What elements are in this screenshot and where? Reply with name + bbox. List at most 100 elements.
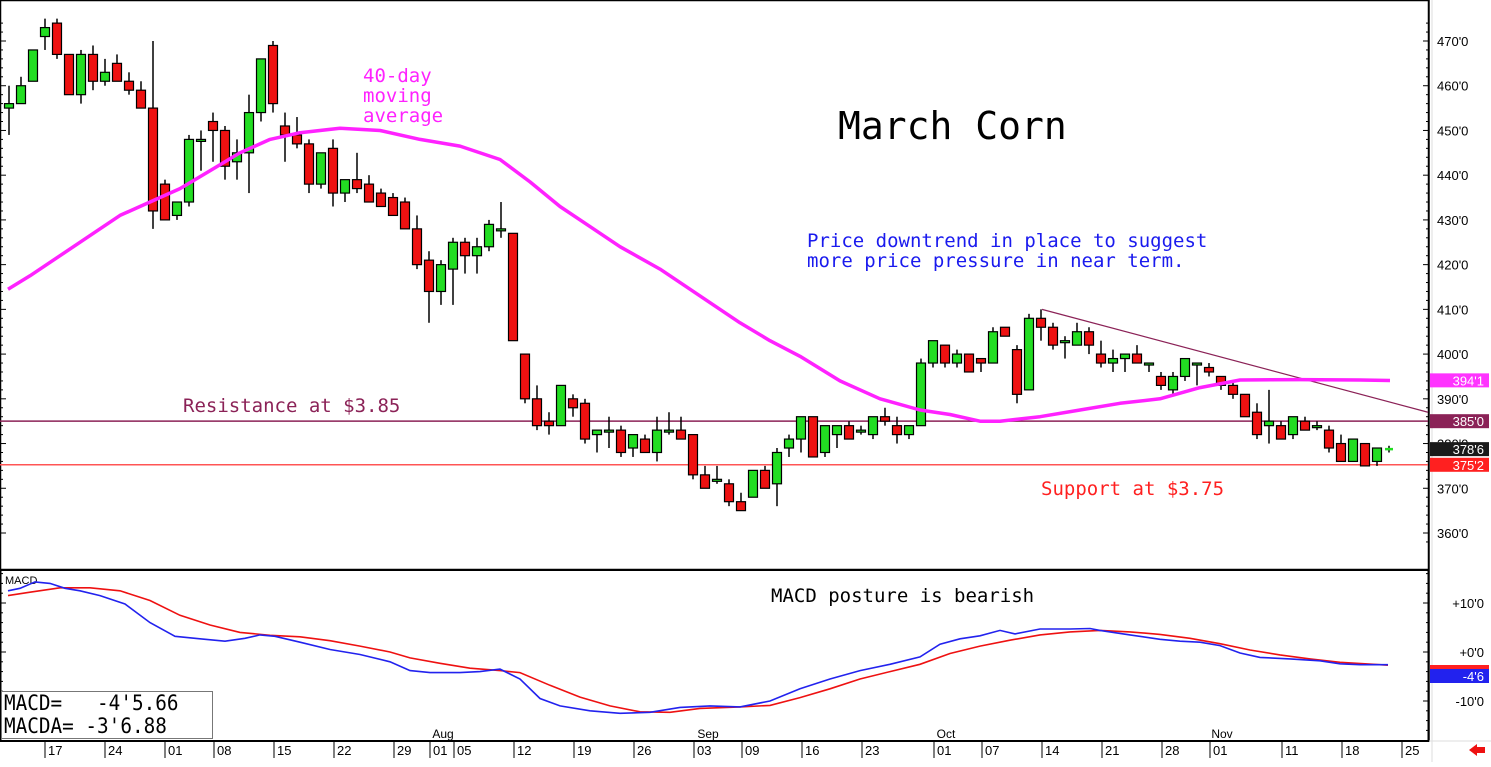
date-tick-label: 09 xyxy=(745,743,759,758)
date-tick-label: 29 xyxy=(397,743,411,758)
candle xyxy=(567,394,579,417)
candle xyxy=(423,251,435,323)
candle xyxy=(891,416,903,444)
candle xyxy=(771,448,783,507)
candle xyxy=(1131,345,1143,364)
price-tick-label: 450'0 xyxy=(1437,123,1468,138)
candle xyxy=(1239,393,1251,418)
candle xyxy=(459,237,471,274)
candle xyxy=(447,237,459,305)
macd-panel-frame xyxy=(0,569,1430,742)
macd-signal-line xyxy=(7,586,1389,714)
candle xyxy=(543,412,555,435)
price-tick-label: 360'0 xyxy=(1437,526,1468,541)
price-tick-label: 430'0 xyxy=(1437,213,1468,228)
candle xyxy=(603,416,615,449)
chart-title: March Corn xyxy=(838,104,1067,148)
right-axis-ticks xyxy=(1423,22,1429,731)
macd-axis-labels: +10'0 +0'0 -10'0 -4'6 xyxy=(1430,596,1489,709)
date-tick-label: 16 xyxy=(805,743,819,758)
candle xyxy=(483,219,495,252)
candle xyxy=(1299,416,1311,431)
candle xyxy=(927,340,939,368)
date-tick-label: 01 xyxy=(433,743,447,758)
price-tick-label: 470'0 xyxy=(1437,34,1468,49)
resistance-label: Resistance at $3.85 xyxy=(183,395,400,417)
candle xyxy=(87,45,99,91)
candle xyxy=(159,179,171,221)
scroll-left-arrow-icon[interactable] xyxy=(1469,744,1485,756)
candle xyxy=(951,349,963,368)
candle xyxy=(51,18,63,59)
price-tick-label: 370'0 xyxy=(1437,481,1468,496)
candle xyxy=(255,58,267,122)
candle xyxy=(75,49,87,104)
date-tick-label: 18 xyxy=(1345,743,1359,758)
ma-label-line-1: 40-day xyxy=(363,65,432,87)
candle xyxy=(639,434,651,454)
date-tick-label: 24 xyxy=(108,743,122,758)
price-tick-label: 400'0 xyxy=(1437,347,1468,362)
candle xyxy=(1143,362,1155,372)
macd-tick-label: +10'0 xyxy=(1452,596,1484,611)
candle xyxy=(1023,313,1035,391)
candle xyxy=(507,232,519,342)
candle xyxy=(531,385,543,431)
candle xyxy=(987,327,999,364)
macd-marker xyxy=(1430,669,1489,683)
candle xyxy=(1047,322,1059,350)
candle xyxy=(111,54,123,82)
candle xyxy=(879,407,891,426)
date-tick-label: 21 xyxy=(1105,743,1119,758)
ma-label-line-3: average xyxy=(363,105,443,127)
date-tick-label: 11 xyxy=(1285,743,1299,758)
date-tick-label: 05 xyxy=(457,743,471,758)
candle xyxy=(615,425,627,457)
price-tick-label: 390'0 xyxy=(1437,392,1468,407)
macd-line xyxy=(7,581,1388,715)
price-tick-label: 420'0 xyxy=(1437,258,1468,273)
price-tick-label: 410'0 xyxy=(1437,302,1468,317)
candle xyxy=(99,58,111,86)
moving-average-40-line xyxy=(7,126,1391,423)
date-axis: 17 24 01 08 15 22 29 01 05 12 19 26 03 09 16 23 01 07 14 21… xyxy=(0,727,1429,758)
date-tick-label: 07 xyxy=(985,743,999,758)
date-tick-label: 01 xyxy=(937,743,951,758)
candle xyxy=(147,41,159,229)
candle xyxy=(495,202,507,238)
candle xyxy=(711,465,723,484)
macda-readout: MACDA= -3'6.88 xyxy=(4,714,167,738)
candle xyxy=(267,41,279,113)
candle xyxy=(519,353,531,404)
price-marker xyxy=(1430,414,1489,429)
candle xyxy=(39,18,51,50)
date-tick-label: 12 xyxy=(517,743,531,758)
date-tick-label: 23 xyxy=(865,743,879,758)
candle xyxy=(1371,447,1383,466)
candle xyxy=(1083,327,1095,355)
date-tick-label: 15 xyxy=(277,743,291,758)
macd-panel-label: MACD xyxy=(5,575,37,587)
candle xyxy=(435,260,447,305)
candle xyxy=(1011,345,1023,404)
macd-tick-label: +0'0 xyxy=(1459,645,1484,660)
candle xyxy=(63,53,75,96)
candle xyxy=(1335,434,1347,463)
candle xyxy=(723,479,735,507)
macd-tick-label: -10'0 xyxy=(1455,694,1484,709)
candle xyxy=(399,197,411,230)
candle xyxy=(795,416,807,453)
candle xyxy=(123,72,135,95)
candle xyxy=(1191,362,1203,386)
candle xyxy=(471,237,483,274)
candle xyxy=(1107,349,1119,372)
ma-label-line-2: moving xyxy=(363,85,432,107)
candle xyxy=(1167,371,1179,395)
candle xyxy=(219,125,231,180)
candle xyxy=(135,81,147,109)
candle xyxy=(315,152,327,189)
candle xyxy=(1095,340,1107,368)
month-label: Oct xyxy=(937,727,956,741)
price-panel-frame xyxy=(0,0,1430,571)
candle xyxy=(387,193,399,217)
